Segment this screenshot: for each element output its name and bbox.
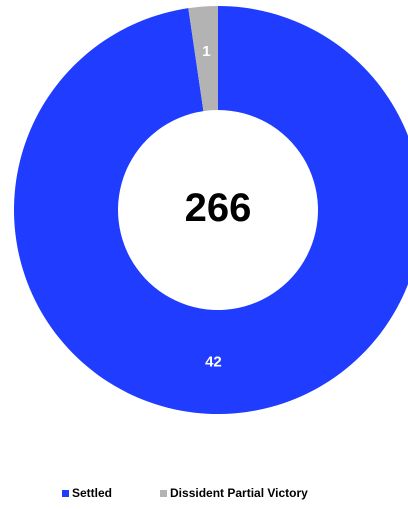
legend-item-dissident-partial-victory: Dissident Partial Victory: [160, 486, 308, 500]
slice-dissident-partial-victory: [188, 6, 218, 112]
center-total-label: 266: [185, 186, 252, 230]
chart-legend: Settled Dissident Partial Victory: [62, 486, 308, 500]
legend-label-settled: Settled: [72, 486, 113, 500]
slice-label-settled: 42: [205, 353, 222, 370]
slice-label-dissident-partial-victory: 1: [202, 43, 210, 60]
slice-settled: [14, 6, 408, 414]
legend-swatch-dissident-partial-victory: [160, 489, 168, 497]
legend-swatch-settled: [62, 489, 69, 497]
legend-label-dissident-partial-victory: Dissident Partial Victory: [170, 486, 308, 500]
legend-item-settled: Settled: [62, 486, 112, 500]
